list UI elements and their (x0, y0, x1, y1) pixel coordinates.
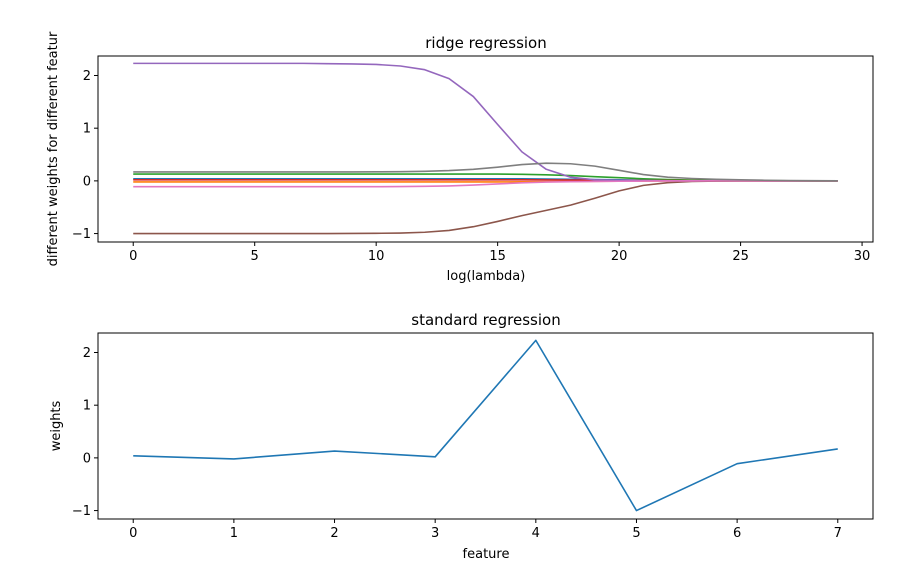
plot-frame (97, 332, 874, 520)
y-axis-ticks: −1 0 1 2 (72, 346, 98, 519)
series-lines (133, 62, 838, 235)
ridge-regression-chart: ridge regression 0 5 10 15 20 25 30 −1 0 1 2 log(… (46, 31, 874, 284)
chart-title: standard regression (411, 311, 560, 329)
x-tick-label: 5 (251, 249, 259, 264)
y-tick-label: 1 (83, 399, 91, 414)
y-tick-label: 2 (83, 346, 91, 361)
x-tick-label: 20 (611, 249, 628, 264)
y-axis-label: different weights for different featur (46, 31, 61, 266)
x-tick-label: 3 (431, 526, 439, 541)
plot-frame (97, 55, 874, 243)
y-tick-label: −1 (72, 504, 91, 519)
series-line-0 (133, 339, 838, 512)
x-tick-label: 30 (854, 249, 871, 264)
x-tick-label: 6 (733, 526, 741, 541)
x-axis-ticks: 0 5 10 15 20 25 30 (129, 242, 870, 264)
x-tick-label: 4 (532, 526, 540, 541)
x-tick-label: 0 (129, 249, 137, 264)
x-axis-label: feature (463, 547, 510, 562)
series-line-6 (133, 180, 838, 188)
y-tick-label: −1 (72, 227, 91, 242)
series-lines (133, 339, 838, 512)
x-tick-label: 5 (632, 526, 640, 541)
y-tick-label: 2 (83, 69, 91, 84)
y-tick-label: 0 (83, 451, 91, 466)
x-tick-label: 25 (732, 249, 749, 264)
standard-regression-chart: standard regression 0 1 2 3 4 5 6 7 −1 0 1 2 featu… (49, 311, 874, 562)
series-line-7 (133, 162, 838, 182)
x-tick-label: 1 (230, 526, 238, 541)
x-tick-label: 10 (368, 249, 385, 264)
y-tick-label: 0 (83, 174, 91, 189)
x-tick-label: 0 (129, 526, 137, 541)
chart-title: ridge regression (425, 34, 547, 52)
y-tick-label: 1 (83, 122, 91, 137)
x-tick-label: 7 (834, 526, 842, 541)
x-tick-label: 2 (330, 526, 338, 541)
x-tick-label: 15 (489, 249, 506, 264)
x-axis-label: log(lambda) (447, 269, 526, 284)
x-axis-ticks: 0 1 2 3 4 5 6 7 (129, 519, 842, 541)
y-axis-label: weights (49, 400, 64, 451)
y-axis-ticks: −1 0 1 2 (72, 69, 98, 242)
